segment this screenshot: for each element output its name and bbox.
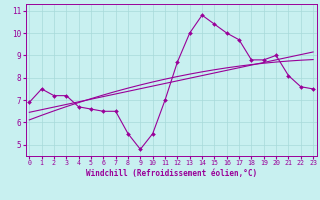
X-axis label: Windchill (Refroidissement éolien,°C): Windchill (Refroidissement éolien,°C) xyxy=(86,169,257,178)
